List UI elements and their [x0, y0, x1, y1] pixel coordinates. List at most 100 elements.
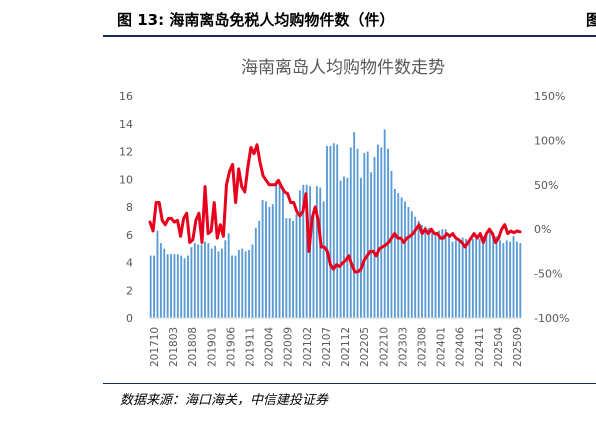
bar: [227, 233, 230, 318]
bar: [339, 180, 342, 318]
bar: [265, 201, 267, 318]
bar: [302, 184, 305, 318]
bar: [434, 231, 437, 318]
chart-title: 海南离岛人均购物件数走势: [241, 58, 445, 78]
bar: [360, 177, 362, 318]
bar: [492, 233, 495, 318]
bar: [353, 132, 356, 318]
bar: [502, 243, 505, 318]
bar: [176, 254, 179, 318]
bar: [468, 240, 471, 318]
bar: [329, 145, 332, 318]
left-axis-tick-label: 12: [119, 146, 133, 159]
x-axis-tick-label: 201803: [168, 327, 180, 367]
bar: [393, 188, 396, 318]
bar: [315, 186, 318, 318]
x-axis-tick-label: 202411: [474, 327, 486, 367]
bar: [424, 226, 427, 318]
x-axis-tick-label: 202102: [302, 327, 314, 367]
bar: [268, 207, 271, 318]
growth-rate-line: [148, 143, 522, 274]
bar: [431, 229, 434, 318]
bar: [261, 200, 264, 318]
x-axis-tick-label: 202009: [283, 327, 295, 367]
adjacent-figure-edge-mark: 图: [586, 11, 596, 29]
bar: [512, 236, 515, 318]
x-axis-tick-label: 201906: [225, 327, 237, 367]
bar: [417, 220, 420, 319]
bar: [166, 254, 169, 318]
bar: [475, 237, 478, 318]
bar: [410, 211, 413, 318]
x-axis-tick-label: 202205: [359, 327, 371, 367]
bar: [515, 241, 518, 318]
bar: [224, 240, 227, 318]
figure-header: 图 13: 海南离岛免税人均购物件数（件）: [103, 0, 596, 37]
bar: [193, 243, 196, 318]
right-axis-tick-label: 0%: [534, 223, 551, 236]
bar: [380, 147, 383, 318]
bar: [258, 220, 261, 319]
bar: [414, 216, 417, 318]
bar: [478, 238, 481, 318]
bar: [204, 241, 206, 318]
bar: [244, 251, 247, 318]
bar: [373, 157, 376, 318]
bar: [485, 233, 488, 318]
bar: [400, 197, 403, 318]
bar: [383, 129, 386, 318]
bar: [251, 244, 254, 318]
bar: [332, 143, 335, 318]
bar: [471, 238, 474, 318]
bar: [282, 190, 284, 318]
bar: [465, 238, 467, 318]
bar: [149, 255, 152, 318]
bar: [305, 184, 308, 318]
bar: [343, 176, 345, 318]
bar: [482, 236, 484, 318]
bar: [488, 229, 491, 318]
right-axis-tick-label: 50%: [534, 179, 558, 192]
bar: [448, 236, 451, 318]
x-axis-tick-label: 202308: [416, 327, 428, 367]
x-axis-tick-label: 202504: [493, 327, 505, 367]
left-axis-tick-label: 8: [126, 201, 133, 214]
bar: [349, 147, 352, 318]
x-axis-tick-label: 202107: [321, 327, 333, 367]
x-axis-tick-label: 201710: [149, 327, 161, 367]
bar: [370, 172, 373, 318]
bar: [458, 238, 461, 318]
bar: [173, 254, 176, 318]
bar: [217, 251, 220, 318]
x-axis-ticks: 201710 201803 201808 201901 201906 201911 2020…: [149, 327, 524, 367]
bar: [356, 148, 359, 318]
line-series-group: [148, 143, 522, 274]
bar: [200, 244, 203, 318]
bar: [220, 248, 223, 319]
x-axis-tick-label: 202303: [397, 327, 409, 367]
right-axis-tick-label: 100%: [534, 134, 565, 147]
bar: [319, 187, 322, 318]
bar: [363, 152, 366, 318]
left-axis-tick-label: 4: [126, 257, 133, 270]
bar: [190, 247, 193, 318]
bar: [248, 250, 250, 318]
bar: [509, 241, 512, 318]
left-axis-ticks: 0 2 4 6 8 10 12 14 16: [119, 90, 133, 325]
bar: [197, 244, 200, 318]
bar: [254, 227, 257, 318]
bar: [461, 237, 464, 318]
bar: [427, 227, 430, 318]
left-axis-tick-label: 6: [126, 229, 133, 242]
bar: [153, 255, 156, 318]
bar: [312, 212, 315, 318]
bar: [451, 241, 454, 318]
right-axis-tick-label: -50%: [534, 268, 562, 281]
x-axis-tick-label: 201901: [206, 327, 218, 367]
right-axis-ticks: -100% -50% 0% 50% 100% 150%: [534, 90, 569, 325]
bar: [390, 170, 393, 318]
bar: [156, 230, 159, 318]
bar: [278, 180, 281, 318]
bar: [376, 144, 379, 318]
